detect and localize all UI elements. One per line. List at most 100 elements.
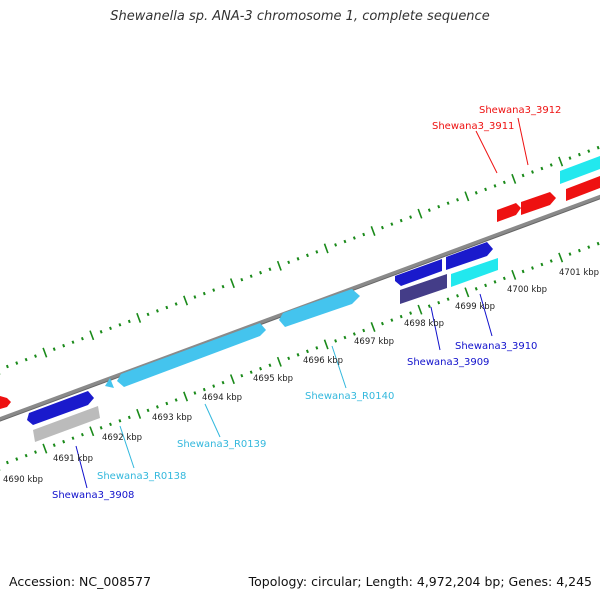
kbp-label: 4690 kbp (3, 475, 43, 485)
minor-tick-mark (71, 340, 75, 344)
gene-arrow-shewana3-3911[interactable] (497, 203, 521, 222)
gene-arrow-shewana3-r0138[interactable] (33, 406, 100, 442)
gene-arrow-light-blue-small[interactable] (105, 378, 114, 388)
gene-label-shewana3-r0138[interactable]: Shewana3_R0138 (97, 471, 186, 482)
minor-tick-mark (362, 232, 366, 237)
minor-tick-mark (268, 363, 272, 368)
minor-tick-mark (484, 283, 488, 288)
major-tick-mark (183, 391, 189, 402)
kbp-label: 4691 kbp (53, 454, 93, 464)
gene-label-shewana3-r0140[interactable]: Shewana3_R0140 (305, 391, 394, 402)
minor-tick-mark (493, 280, 497, 284)
pointer-shewana3-3912 (517, 117, 529, 166)
minor-tick-mark (474, 191, 478, 195)
major-tick-mark (464, 191, 470, 202)
minor-tick-mark (315, 346, 319, 350)
minor-tick-mark (240, 277, 244, 282)
minor-tick-mark (24, 453, 28, 458)
minor-tick-mark (577, 152, 581, 157)
minor-tick-mark (587, 245, 591, 249)
gene-label-shewana3-3908[interactable]: Shewana3_3908 (52, 490, 134, 501)
minor-tick-mark (99, 330, 103, 334)
gene-label-shewana3-3910[interactable]: Shewana3_3910 (455, 341, 537, 352)
minor-tick-mark (146, 408, 150, 413)
minor-tick-mark (456, 198, 459, 202)
gene-arrow-shewana3-3910[interactable] (446, 242, 493, 270)
minor-tick-mark (587, 149, 591, 153)
minor-tick-mark (99, 426, 103, 430)
minor-tick-mark (399, 314, 403, 319)
gene-arrow-shewana3-3909[interactable] (400, 274, 447, 304)
gene-arrow-cyan-edge[interactable] (560, 156, 600, 184)
gene-name-labels: Shewana3_3912 Shewana3_3911 Shewana3_391… (52, 105, 561, 501)
gene-arrow-shewana3-3908[interactable] (27, 391, 94, 425)
minor-tick-mark (174, 302, 178, 306)
gene-arrow-red-edge-1[interactable] (566, 176, 600, 201)
minor-tick-mark (118, 419, 122, 423)
minor-tick-mark (305, 253, 309, 258)
major-tick-mark (558, 156, 564, 167)
gene-label-shewana3-3912[interactable]: Shewana3_3912 (479, 105, 561, 116)
minor-tick-mark (193, 295, 197, 299)
pointer-shewana3-3911 (475, 130, 498, 174)
minor-tick-mark (174, 398, 178, 402)
pointer-shewana3-3910 (479, 293, 493, 337)
gene-arrow-shewana3-3912[interactable] (521, 192, 556, 215)
gene-arrow-shewana3-r0140[interactable] (279, 289, 360, 327)
gene-arrow-red-edge-left[interactable] (0, 396, 11, 409)
kbp-label: 4701 kbp (559, 268, 599, 278)
major-tick-mark (136, 408, 142, 419)
minor-tick-mark (165, 305, 169, 310)
major-tick-mark (323, 339, 329, 350)
minor-tick-mark (155, 309, 159, 313)
minor-tick-mark (202, 387, 206, 392)
major-tick-mark (276, 260, 282, 271)
minor-tick-mark (446, 297, 450, 301)
gene-label-shewana3-3911[interactable]: Shewana3_3911 (432, 121, 514, 132)
major-tick-mark (464, 287, 470, 298)
minor-tick-mark (202, 291, 206, 296)
gene-arrow-blue-3909-pair[interactable] (395, 259, 442, 286)
minor-tick-mark (34, 450, 37, 454)
gene-arrow-shewana3-r0139[interactable] (117, 323, 266, 387)
minor-tick-mark (577, 248, 581, 253)
minor-tick-mark (5, 460, 9, 465)
minor-tick-mark (146, 312, 150, 317)
gene-label-shewana3-r0139[interactable]: Shewana3_R0139 (177, 439, 266, 450)
major-tick-mark (417, 208, 423, 219)
major-tick-mark (136, 312, 142, 323)
kbp-label: 4699 kbp (455, 302, 495, 312)
major-tick-mark (276, 356, 282, 367)
minor-tick-mark (334, 243, 338, 247)
kbp-label: 4700 kbp (507, 285, 547, 295)
minor-tick-mark (259, 366, 263, 371)
minor-tick-mark (390, 318, 394, 322)
minor-tick-mark (521, 269, 525, 274)
major-tick-mark (370, 322, 376, 332)
minor-tick-mark (287, 260, 291, 265)
minor-tick-mark (155, 405, 159, 409)
minor-tick-mark (15, 457, 19, 461)
gene-arrow-cyan-near-3910[interactable] (451, 258, 498, 287)
kbp-label: 4695 kbp (253, 374, 293, 384)
major-tick-mark (511, 269, 517, 280)
minor-tick-mark (249, 370, 253, 374)
minor-tick-mark (531, 170, 534, 174)
gene-label-shewana3-3909[interactable]: Shewana3_3909 (407, 357, 489, 368)
minor-tick-mark (399, 218, 403, 223)
major-tick-mark (511, 173, 517, 184)
minor-tick-mark (362, 328, 366, 333)
major-tick-mark (229, 374, 235, 385)
kbp-label: 4692 kbp (102, 433, 142, 443)
pointer-shewana3-3908 (75, 445, 88, 489)
minor-tick-mark (5, 364, 9, 369)
kbp-label: 4696 kbp (303, 356, 343, 366)
minor-tick-mark (212, 288, 216, 292)
inner-tick-track (0, 241, 600, 471)
minor-tick-mark (24, 357, 28, 362)
minor-tick-mark (409, 311, 413, 315)
minor-tick-mark (380, 321, 384, 326)
pointer-shewana3-r0138 (119, 425, 135, 469)
